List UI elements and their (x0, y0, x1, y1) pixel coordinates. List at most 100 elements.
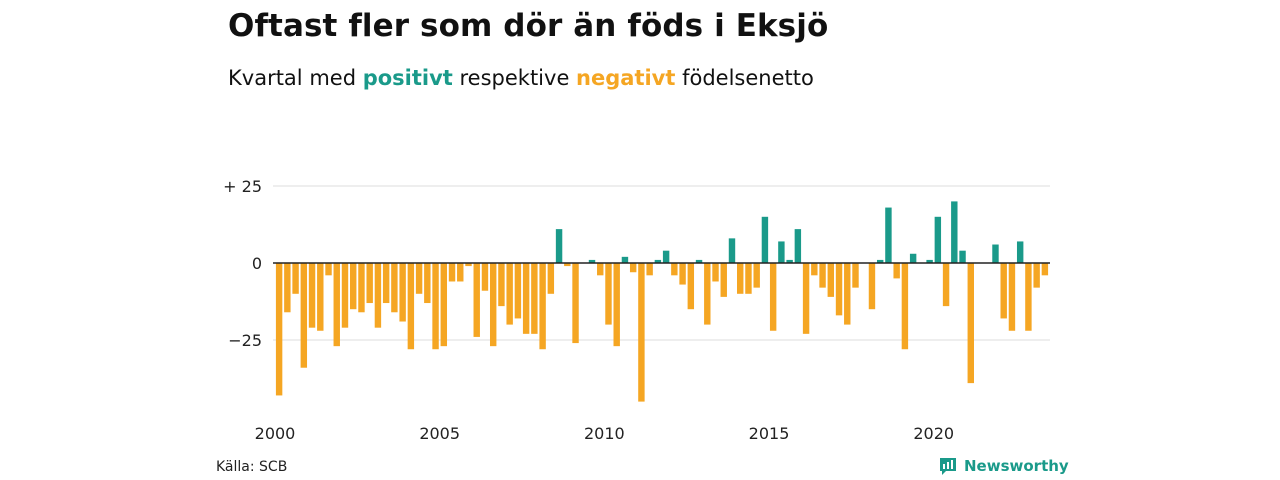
y-axis-labels: + 25 0 −25 (223, 177, 262, 350)
bar-negative (745, 263, 752, 294)
bar-positive (728, 238, 736, 263)
bar-negative (769, 263, 777, 331)
bar-negative (646, 263, 653, 276)
bar-negative (424, 263, 431, 304)
bar-positive (1016, 241, 1024, 263)
bar-negative (613, 263, 620, 347)
source-note: Källa: SCB (216, 459, 288, 475)
bar-positive (951, 201, 958, 263)
subtitle-negative-word: negativt (576, 66, 676, 90)
bar-negative (489, 263, 497, 347)
bar-negative (407, 263, 415, 350)
x-axis-labels: 2000 2005 2010 2015 2020 (255, 424, 954, 443)
bar-negative (415, 263, 423, 294)
bar-positive (909, 253, 917, 263)
bar-negative (292, 263, 299, 294)
bar-negative (901, 263, 909, 350)
bar-negative (893, 263, 900, 279)
brand-name: Newsworthy (964, 457, 1069, 475)
bar-negative (481, 263, 489, 291)
bar-negative (522, 263, 530, 334)
bar-negative (498, 263, 505, 307)
bar-negative (753, 263, 760, 288)
bar-negative (1041, 263, 1049, 276)
bar-negative (720, 263, 727, 297)
bar-negative (374, 263, 382, 328)
chart-title: Oftast fler som dör än föds i Eksjö (228, 8, 829, 44)
bar-negative (308, 263, 316, 328)
bar-negative (687, 263, 695, 310)
y-tick-label: −25 (228, 331, 262, 350)
bar-positive (959, 250, 966, 263)
chart-subtitle: Kvartal med positivt respektive negativt… (228, 66, 814, 90)
bar-positive (761, 216, 769, 263)
bar-negative (457, 263, 464, 282)
subtitle-middle: respektive (452, 66, 577, 90)
bar-negative (284, 263, 291, 313)
bar-negative (325, 263, 332, 276)
gridlines (273, 185, 1050, 341)
bar-negative (638, 263, 645, 402)
x-tick-label: 2005 (419, 424, 460, 443)
bar-negative (942, 263, 950, 307)
bar-negative (827, 263, 835, 297)
bar-positive (926, 259, 933, 263)
bar-negative (704, 263, 711, 325)
subtitle-suffix: födelsenetto (675, 66, 814, 90)
bar-negative (382, 263, 390, 304)
bar-negative (819, 263, 826, 288)
newsworthy-logo-icon (940, 458, 956, 475)
bar-negative (531, 263, 538, 334)
bar-negative (811, 263, 818, 276)
y-tick-label: + 25 (223, 177, 262, 196)
bar-negative (317, 263, 324, 331)
x-tick-label: 2020 (913, 424, 954, 443)
bar-positive (876, 259, 884, 263)
bar-negative (967, 263, 974, 384)
bar-negative (333, 263, 340, 347)
bars (273, 201, 1050, 402)
bar-negative (465, 263, 472, 267)
bar-negative (564, 263, 571, 267)
bar-positive (654, 259, 662, 263)
bar-negative (605, 263, 612, 325)
x-tick-label: 2015 (749, 424, 790, 443)
bar-negative (350, 263, 357, 310)
bar-negative (572, 263, 579, 344)
x-tick-label: 2010 (584, 424, 625, 443)
bar-negative (547, 263, 555, 294)
bar-negative (1008, 263, 1016, 331)
y-tick-label: 0 (252, 254, 262, 273)
bar-negative (448, 263, 456, 282)
bar-positive (555, 229, 563, 263)
bar-positive (885, 207, 892, 263)
bar-negative (679, 263, 686, 285)
bar-chart: + 25 0 −25 2000 2005 2010 2015 2020 (223, 177, 1050, 443)
bar-negative (1025, 263, 1032, 331)
bar-negative (802, 263, 810, 334)
x-tick-label: 2000 (255, 424, 296, 443)
bar-negative (737, 263, 744, 294)
subtitle-prefix: Kvartal med (228, 66, 363, 90)
bar-negative (629, 263, 637, 273)
bar-positive (934, 216, 942, 263)
bar-negative (844, 263, 851, 325)
bar-negative (539, 263, 546, 350)
bar-negative (835, 263, 843, 316)
bar-negative (514, 263, 522, 319)
bar-negative (432, 263, 439, 350)
bar-negative (506, 263, 513, 325)
bar-negative (1033, 263, 1040, 288)
subtitle-positive-word: positivt (362, 66, 453, 90)
bar-positive (794, 229, 802, 263)
bar-negative (366, 263, 373, 304)
bar-positive (695, 259, 703, 263)
bar-positive (621, 256, 629, 263)
bar-negative (712, 263, 719, 282)
bar-negative (473, 263, 480, 337)
bar-negative (300, 263, 308, 368)
bar-negative (1000, 263, 1007, 319)
bar-negative (341, 263, 349, 328)
bar-negative (399, 263, 406, 322)
bar-negative (391, 263, 398, 313)
